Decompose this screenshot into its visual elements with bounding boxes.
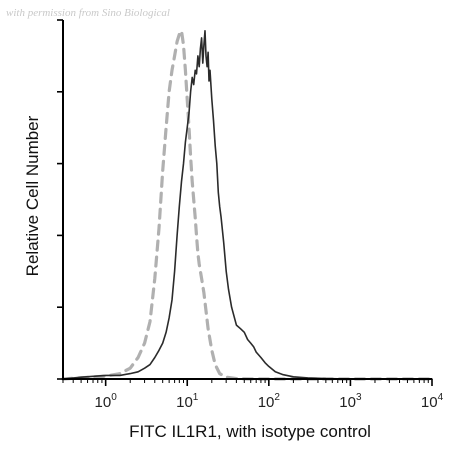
x-axis-ticks: 100 101 102 103 104 bbox=[62, 379, 444, 411]
x-tick-label: 101 bbox=[176, 392, 199, 411]
x-axis-title: FITC IL1R1, with isotype control bbox=[129, 422, 371, 441]
x-tick-label: 104 bbox=[421, 392, 444, 411]
isotype-control-line bbox=[61, 29, 434, 381]
x-tick-label: 100 bbox=[95, 392, 118, 411]
x-tick-label: 103 bbox=[339, 392, 362, 411]
x-tick-label: 102 bbox=[258, 392, 281, 411]
y-axis-ticks bbox=[57, 19, 63, 380]
axes bbox=[62, 20, 432, 380]
plot-lines bbox=[61, 29, 434, 381]
y-axis-title: Relative Cell Number bbox=[23, 115, 42, 276]
sample-line bbox=[62, 30, 433, 380]
watermark-text: with permission from Sino Biological bbox=[6, 7, 170, 19]
